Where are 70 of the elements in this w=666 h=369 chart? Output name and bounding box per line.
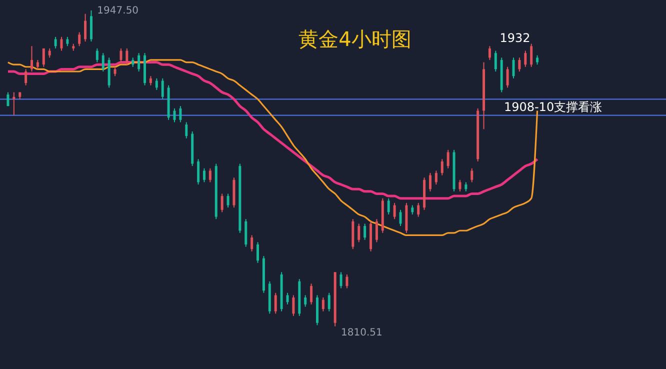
candlestick [512, 57, 515, 79]
candlestick [132, 57, 134, 68]
candlestick [138, 52, 140, 72]
candlestick [102, 52, 104, 72]
candlestick [446, 149, 450, 169]
candlestick [6, 92, 10, 107]
candlestick [149, 76, 152, 86]
candlestick [179, 106, 182, 123]
candlestick [114, 66, 116, 77]
candlestick [470, 168, 474, 183]
candlestick [244, 218, 248, 248]
candlestick [161, 78, 164, 100]
candlestick [90, 10, 92, 42]
candlestick [358, 223, 360, 243]
candlestick [202, 168, 206, 183]
candlestick [304, 294, 307, 308]
candlestick [286, 292, 289, 305]
candlestick [440, 158, 444, 176]
candlestick [375, 218, 378, 243]
candlestick [428, 172, 432, 192]
candlestick [96, 48, 98, 63]
candlestick [256, 242, 260, 264]
candlestick [120, 48, 122, 63]
candlestick [346, 274, 348, 289]
candlestick [30, 46, 34, 72]
candlestick [42, 48, 45, 68]
candlestick [250, 234, 254, 252]
candlestick [226, 193, 230, 208]
candlestick [393, 202, 396, 220]
candlestick [274, 292, 277, 314]
candlestick [488, 46, 491, 60]
candlestick [36, 59, 39, 70]
annotation: 1908-10支撑看涨 [504, 100, 602, 114]
annotation: 1810.51 [341, 327, 382, 338]
candlestick [185, 122, 188, 139]
candlestick [399, 209, 402, 227]
candlestick [84, 13, 87, 42]
candlestick [126, 48, 128, 66]
candlestick [292, 294, 295, 316]
candlestick [220, 193, 224, 213]
candlestick [24, 68, 28, 86]
candlestick [54, 36, 57, 49]
candlestick [494, 50, 497, 72]
candlestick [458, 179, 462, 192]
annotation: 1932 [500, 31, 530, 45]
candlestick [60, 36, 63, 52]
annotation: 1947.50 [97, 5, 139, 16]
candlestick [518, 57, 521, 72]
candlestick [364, 223, 366, 240]
candlestick [173, 108, 176, 123]
candlestick [411, 204, 414, 215]
candlestick [524, 50, 527, 68]
candlestick [536, 54, 539, 66]
candlestick [434, 170, 438, 185]
candlestick [387, 198, 390, 215]
candlestick [155, 78, 158, 90]
text: 黄金4小时图 [298, 27, 412, 51]
candlestick [328, 292, 330, 312]
candlestick [48, 48, 51, 58]
candlestick [208, 168, 212, 183]
candlestick [197, 158, 200, 185]
candlestick [340, 272, 342, 289]
candlestick [464, 182, 468, 192]
candlestick [78, 32, 81, 47]
candlestick [530, 43, 533, 68]
candlestick [322, 297, 324, 312]
candlestick [310, 283, 313, 305]
candlestick [506, 66, 509, 88]
candlestick [66, 36, 69, 47]
candlestick [417, 202, 420, 218]
